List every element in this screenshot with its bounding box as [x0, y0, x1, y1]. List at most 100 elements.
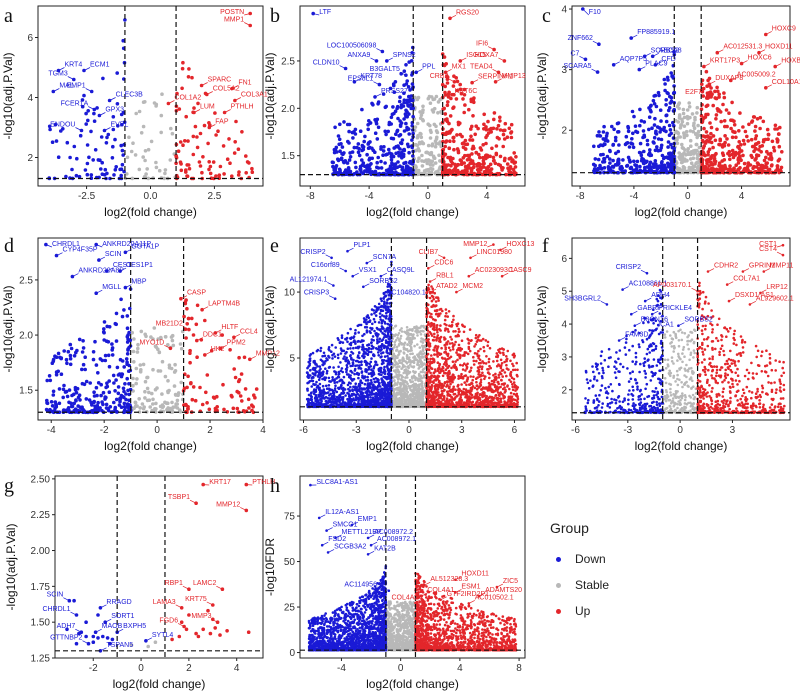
point-up — [734, 135, 738, 140]
point-up — [743, 166, 747, 171]
point-up — [753, 129, 757, 133]
point-stable — [679, 123, 683, 127]
point-down — [361, 145, 365, 149]
point-stable — [411, 360, 415, 364]
point-down — [387, 147, 391, 152]
point-down — [638, 123, 642, 128]
point-down — [368, 171, 373, 175]
point-down — [360, 381, 364, 385]
point-up — [187, 327, 191, 332]
point-down — [64, 174, 68, 179]
point-stable — [684, 129, 689, 134]
point-up — [176, 149, 181, 153]
point-stable — [176, 391, 181, 395]
point-up — [728, 167, 733, 171]
point-up — [247, 406, 251, 410]
point-down — [402, 100, 406, 105]
point-stable — [676, 131, 681, 136]
point-up — [720, 151, 725, 155]
point-stable — [402, 342, 406, 346]
point-down — [371, 335, 375, 338]
point-stable — [424, 158, 429, 162]
point-up — [213, 406, 218, 411]
point-up — [775, 164, 780, 168]
point-down — [121, 38, 125, 43]
point-up — [702, 151, 706, 156]
gene-label: EPS8L1 — [348, 76, 374, 83]
gene-label: CYP4F35P — [63, 247, 98, 254]
point-down — [353, 160, 358, 165]
point-stable — [402, 351, 406, 354]
point-up — [709, 131, 713, 136]
gene-label: COL1A2 — [174, 95, 201, 102]
point-stable — [418, 131, 423, 136]
point-down — [306, 381, 309, 385]
point-down — [99, 167, 103, 171]
point-down — [407, 132, 412, 136]
point-down — [98, 357, 103, 361]
point-up — [505, 162, 510, 166]
point-down — [96, 381, 101, 385]
point-stable — [417, 354, 421, 358]
point-down — [99, 135, 104, 139]
point-down — [324, 384, 328, 388]
point-up — [724, 108, 729, 112]
point-up — [214, 174, 218, 178]
point-up — [447, 121, 451, 126]
gene-label: PRSS27 — [381, 88, 408, 95]
point-stable — [393, 360, 397, 363]
point-up — [467, 107, 471, 112]
point-up — [446, 168, 450, 173]
point-down — [308, 354, 312, 357]
point-stable — [423, 358, 427, 362]
point-up — [709, 93, 714, 97]
label-leader — [58, 67, 65, 71]
point-up — [495, 127, 499, 131]
point-up — [772, 145, 776, 150]
point-down — [372, 317, 376, 321]
point-down — [625, 163, 630, 168]
point-stable — [422, 362, 426, 366]
panel-d: d CHRDL1 ANKRD20A11PGGTA1PCYP4F35PSCINCES1… — [1, 235, 280, 453]
point-stable — [413, 358, 416, 362]
point-stable — [397, 388, 400, 392]
point-stable — [166, 379, 170, 383]
point-up — [237, 355, 241, 360]
point-up — [481, 165, 486, 169]
data-points — [581, 7, 784, 175]
point-up — [509, 135, 514, 140]
point-up — [212, 176, 216, 181]
point-down — [74, 173, 79, 178]
point-down — [119, 173, 123, 178]
gene-label: CES1P1 — [126, 262, 153, 269]
point-down — [663, 82, 667, 86]
point-down — [658, 148, 663, 153]
point-down — [56, 369, 60, 374]
point-up — [452, 139, 456, 144]
point-down — [67, 388, 72, 392]
x-tick-label: -8 — [306, 191, 315, 202]
point-stable — [394, 401, 397, 405]
point-down — [112, 381, 116, 385]
point-down — [114, 378, 118, 382]
point-stable — [695, 153, 700, 157]
point-stable — [409, 393, 413, 396]
point-stable — [398, 365, 401, 368]
gene-label: CLEC3B — [116, 92, 144, 99]
gene-label: MBP — [131, 279, 147, 286]
point-down — [65, 394, 70, 399]
point-up — [205, 373, 210, 377]
point-down — [84, 111, 88, 116]
point-up — [746, 163, 750, 168]
point-down — [94, 405, 99, 410]
point-down — [402, 148, 407, 153]
point-down — [323, 354, 327, 358]
point-up — [764, 161, 768, 166]
point-down — [70, 274, 75, 279]
point-down — [616, 160, 620, 165]
point-up — [446, 155, 450, 160]
point-up — [492, 111, 497, 115]
point-down — [382, 145, 386, 149]
point-stable — [393, 343, 397, 347]
gene-label: SPNS2 — [393, 52, 416, 59]
